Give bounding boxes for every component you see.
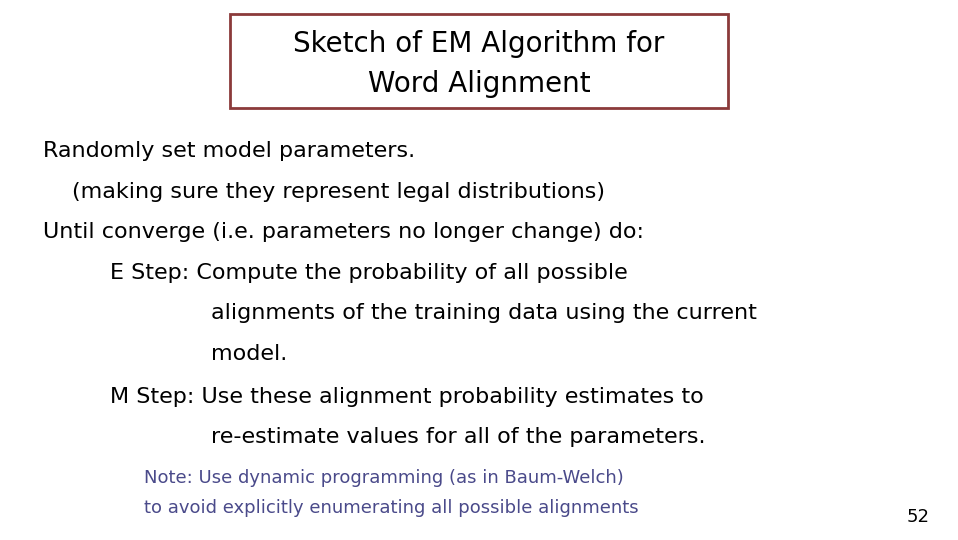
Text: re-estimate values for all of the parameters.: re-estimate values for all of the parame…	[211, 427, 705, 448]
Text: E Step: Compute the probability of all possible: E Step: Compute the probability of all p…	[110, 262, 627, 283]
Text: to avoid explicitly enumerating all possible alignments: to avoid explicitly enumerating all poss…	[144, 498, 638, 517]
Text: Word Alignment: Word Alignment	[368, 70, 590, 98]
Text: Note: Use dynamic programming (as in Baum-Welch): Note: Use dynamic programming (as in Bau…	[144, 469, 624, 487]
Text: (making sure they represent legal distributions): (making sure they represent legal distri…	[72, 181, 604, 202]
Text: Until converge (i.e. parameters no longer change) do:: Until converge (i.e. parameters no longe…	[43, 222, 644, 242]
Text: M Step: Use these alignment probability estimates to: M Step: Use these alignment probability …	[110, 387, 704, 407]
Text: 52: 52	[906, 509, 929, 526]
Text: Sketch of EM Algorithm for: Sketch of EM Algorithm for	[293, 30, 665, 58]
Text: model.: model.	[211, 343, 287, 364]
Text: Randomly set model parameters.: Randomly set model parameters.	[43, 141, 415, 161]
FancyBboxPatch shape	[230, 14, 728, 108]
Text: alignments of the training data using the current: alignments of the training data using th…	[211, 303, 757, 323]
